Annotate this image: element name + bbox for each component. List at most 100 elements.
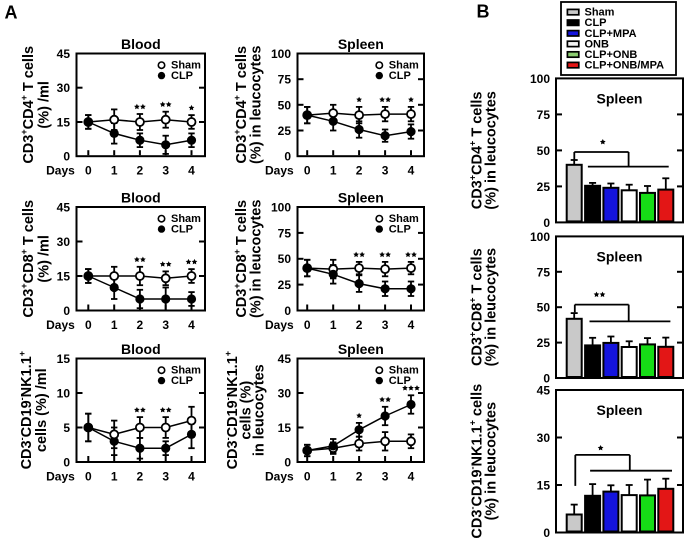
svg-text:Days: Days xyxy=(265,164,294,178)
svg-text:100: 100 xyxy=(530,72,550,86)
svg-text:1: 1 xyxy=(330,164,337,178)
svg-text:2: 2 xyxy=(137,164,144,178)
svg-text:CD3-CD19-NK1.1+: CD3-CD19-NK1.1+ xyxy=(223,351,241,469)
svg-text:0: 0 xyxy=(304,470,311,484)
svg-text:CLP: CLP xyxy=(389,70,411,82)
svg-text:1: 1 xyxy=(111,470,118,484)
svg-text:0: 0 xyxy=(304,318,311,332)
svg-text:CD3+CD8+ T cells: CD3+CD8+ T cells xyxy=(19,200,37,318)
svg-text:3: 3 xyxy=(382,470,389,484)
svg-text:Spleen: Spleen xyxy=(597,248,643,264)
svg-text:Spleen: Spleen xyxy=(338,190,384,206)
svg-text:(%) in leucocytes: (%) in leucocytes xyxy=(249,200,265,318)
svg-text:75: 75 xyxy=(278,226,292,240)
svg-text:0: 0 xyxy=(284,150,291,164)
svg-text:B: B xyxy=(477,2,490,22)
svg-text:0: 0 xyxy=(284,304,291,318)
svg-text:4: 4 xyxy=(188,470,195,484)
svg-text:CD3-CD19-NK1.1+: CD3-CD19-NK1.1+ xyxy=(17,351,35,469)
svg-text:3: 3 xyxy=(162,318,169,332)
svg-text:Days: Days xyxy=(46,164,75,178)
svg-text:CLP: CLP xyxy=(171,224,193,236)
svg-text:10: 10 xyxy=(57,387,71,401)
svg-text:3: 3 xyxy=(382,318,389,332)
svg-text:4: 4 xyxy=(408,318,415,332)
svg-text:(%) /ml: (%) /ml xyxy=(37,81,53,129)
svg-text:3: 3 xyxy=(162,470,169,484)
svg-text:0: 0 xyxy=(85,318,92,332)
svg-text:4: 4 xyxy=(408,164,415,178)
svg-text:Days: Days xyxy=(265,318,294,332)
svg-text:0: 0 xyxy=(304,164,311,178)
svg-text:Spleen: Spleen xyxy=(597,402,643,418)
svg-text:Days: Days xyxy=(46,470,75,484)
svg-text:100: 100 xyxy=(271,201,291,215)
svg-text:1: 1 xyxy=(111,164,118,178)
svg-text:0: 0 xyxy=(85,470,92,484)
svg-text:45: 45 xyxy=(278,352,292,366)
svg-text:0: 0 xyxy=(543,216,550,230)
svg-text:0: 0 xyxy=(63,456,70,470)
svg-text:3: 3 xyxy=(382,164,389,178)
svg-text:in leucocytes: in leucocytes xyxy=(252,364,268,456)
svg-text:CD3+CD4+ T cells: CD3+CD4+ T cells xyxy=(468,92,486,210)
svg-text:CLP: CLP xyxy=(171,70,193,82)
svg-text:2: 2 xyxy=(356,470,363,484)
svg-text:CLP: CLP xyxy=(585,17,607,29)
svg-text:15: 15 xyxy=(537,479,551,493)
svg-text:(%) in leucocytes: (%) in leucocytes xyxy=(484,402,500,520)
svg-text:15: 15 xyxy=(57,352,71,366)
svg-text:75: 75 xyxy=(537,108,551,122)
svg-text:0: 0 xyxy=(543,372,550,386)
svg-text:CLP+ONB/MPA: CLP+ONB/MPA xyxy=(585,60,665,72)
svg-text:1: 1 xyxy=(111,318,118,332)
svg-text:3: 3 xyxy=(162,164,169,178)
svg-text:50: 50 xyxy=(537,144,551,158)
svg-text:0: 0 xyxy=(284,456,291,470)
svg-text:25: 25 xyxy=(537,336,551,350)
svg-text:2: 2 xyxy=(137,318,144,332)
svg-text:Spleen: Spleen xyxy=(338,36,384,52)
svg-text:0: 0 xyxy=(543,526,550,540)
svg-text:75: 75 xyxy=(278,73,292,87)
svg-text:(%) in leucocytes: (%) in leucocytes xyxy=(484,91,500,209)
svg-text:Days: Days xyxy=(265,470,294,484)
svg-text:0: 0 xyxy=(63,304,70,318)
svg-text:cells (%): cells (%) xyxy=(239,381,255,440)
svg-text:100: 100 xyxy=(271,47,291,61)
svg-text:Sham: Sham xyxy=(585,7,615,19)
svg-text:Sham: Sham xyxy=(389,365,419,377)
svg-text:Sham: Sham xyxy=(389,60,419,72)
svg-text:Sham: Sham xyxy=(171,213,201,225)
svg-text:50: 50 xyxy=(278,252,292,266)
svg-text:2: 2 xyxy=(356,164,363,178)
svg-text:1: 1 xyxy=(330,318,337,332)
svg-text:cells (%) /ml: cells (%) /ml xyxy=(34,368,50,452)
svg-text:30: 30 xyxy=(57,81,71,95)
svg-text:(%) /ml: (%) /ml xyxy=(37,235,53,283)
svg-text:2: 2 xyxy=(356,318,363,332)
svg-text:0: 0 xyxy=(85,164,92,178)
svg-text:30: 30 xyxy=(537,431,551,445)
svg-text:(%) in leucocytes: (%) in leucocytes xyxy=(249,46,265,164)
svg-text:4: 4 xyxy=(408,470,415,484)
svg-text:Blood: Blood xyxy=(121,341,161,357)
svg-text:15: 15 xyxy=(278,421,292,435)
svg-text:45: 45 xyxy=(57,47,71,61)
svg-text:Days: Days xyxy=(46,318,75,332)
svg-text:25: 25 xyxy=(278,278,292,292)
svg-text:1: 1 xyxy=(330,470,337,484)
svg-text:2: 2 xyxy=(137,470,144,484)
svg-text:CLP: CLP xyxy=(171,375,193,387)
svg-text:Spleen: Spleen xyxy=(338,341,384,357)
svg-text:Blood: Blood xyxy=(121,190,161,206)
svg-text:CD3+CD8+ T cells: CD3+CD8+ T cells xyxy=(468,248,486,366)
svg-text:Sham: Sham xyxy=(171,365,201,377)
svg-text:CD3+CD4+ T cells: CD3+CD4+ T cells xyxy=(19,46,37,164)
svg-text:50: 50 xyxy=(278,98,292,112)
svg-text:45: 45 xyxy=(537,384,551,398)
svg-text:(%) in leucocytes: (%) in leucocytes xyxy=(484,248,500,366)
svg-text:CLP: CLP xyxy=(389,224,411,236)
svg-text:30: 30 xyxy=(278,387,292,401)
svg-text:5: 5 xyxy=(63,421,70,435)
